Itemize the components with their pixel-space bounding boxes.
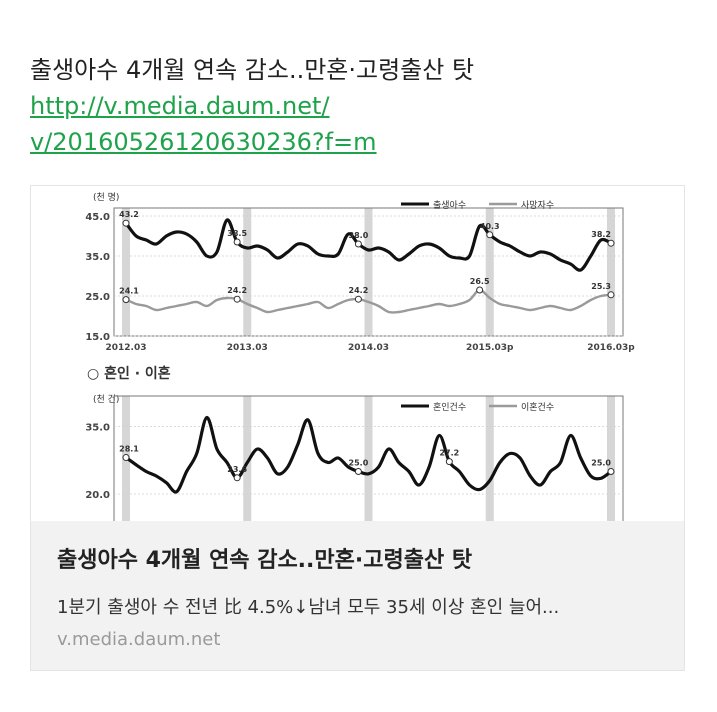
chart2-data-label: 25.0: [591, 459, 611, 468]
message-text: 출생아수 4개월 연속 감소..만혼·고령출산 탓: [30, 56, 475, 84]
chart2-shade-band-2: [364, 396, 373, 521]
chart1-legend-label-deaths: 사망자수: [521, 200, 554, 211]
chart1-y-tick-label: 45.0: [85, 212, 110, 223]
chart1-x-tick-label: 2016.03p: [587, 343, 635, 353]
chart1-unit: (천 명): [93, 192, 119, 203]
card-description: 1분기 출생아 수 전년 比 4.5%↓남녀 모두 35세 이상 혼인 늘어..…: [57, 597, 560, 618]
chart1-x-tick-label: 2015.03p: [466, 343, 514, 353]
chart1-x-tick-label: 2014.03: [348, 343, 389, 353]
link-line-1: http://v.media.daum.net/: [30, 92, 330, 120]
chart1-data-label: 24.1: [119, 287, 139, 296]
chart2-shade-band-1: [243, 396, 252, 521]
link-preview-card[interactable]: (천 명) 45.0 35.0 25.0 15.0 2012.03 2013.03 2014.…: [30, 185, 685, 671]
message-bubble: 출생아수 4개월 연속 감소..만혼·고령출산 탓 http://v.media…: [30, 52, 690, 160]
chart1-x-tick-label: 2013.03: [227, 343, 268, 353]
chart1-shade-band-0: [122, 208, 130, 336]
chart2-y-tick-label: 20.0: [85, 490, 110, 501]
chart1-point-marker: [607, 291, 615, 299]
chart2-point-marker: [122, 454, 130, 462]
chart2-y-tick-label: 35.0: [85, 423, 110, 434]
chart1-x-tick-label: 2012.03: [106, 343, 147, 353]
chart1-data-label: 40.3: [480, 222, 500, 231]
chart1-data-label: 26.5: [470, 277, 490, 286]
message-link[interactable]: http://v.media.daum.net/ v/2016052612063…: [30, 88, 690, 160]
chart1-shade-band-3: [485, 208, 494, 336]
chart1-series-line-births: [124, 218, 612, 272]
chart1-y-tick-label: 15.0: [85, 332, 110, 343]
chart1-frame: [113, 207, 624, 337]
chart1-shade-band-4: [607, 208, 615, 336]
card-title: 출생아수 4개월 연속 감소..만혼·고령출산 탓: [57, 548, 473, 573]
chart1-point-marker: [486, 231, 494, 239]
chart1-point-marker: [233, 238, 241, 246]
chart2-data-label: 23.6: [227, 465, 247, 474]
chart1-shade-band-1: [243, 208, 252, 336]
chart1-point-marker: [122, 296, 130, 304]
chart2-shade-band-4: [607, 396, 615, 521]
chart1-series-line-deaths: [125, 288, 612, 314]
chart1-data-label: 38.5: [227, 229, 247, 238]
chart2-data-label: 28.1: [119, 445, 139, 454]
chart2-legend-label-divorces: 이혼건수: [521, 401, 554, 413]
chart1-y-tick-label: 25.0: [85, 292, 110, 303]
chart1-shade-band-2: [364, 208, 373, 336]
chart2-data-label: 25.0: [349, 459, 369, 468]
chart2-legend-label-marriages: 혼인건수: [433, 401, 466, 413]
preview-image: (천 명) 45.0 35.0 25.0 15.0 2012.03 2013.03 2014.…: [31, 186, 684, 521]
chart2-point-marker: [445, 458, 453, 466]
chart1-data-label: 38.0: [349, 231, 369, 240]
chart1-point-marker: [354, 240, 362, 248]
chart1-data-label: 38.2: [591, 230, 611, 239]
chart2-point-marker: [233, 474, 241, 482]
chart2-series-line-marriages: [125, 415, 612, 494]
chart1-data-label: 25.3: [591, 282, 611, 291]
chart1-point-marker: [233, 295, 241, 303]
chart2-point-marker: [607, 468, 615, 475]
card-domain: v.media.daum.net: [57, 629, 221, 650]
chart1-point-marker: [476, 286, 484, 294]
chart2-section-label: ○ 혼인 · 이혼: [87, 365, 171, 382]
chart1-data-label: 24.2: [349, 286, 369, 295]
chart1-point-marker: [122, 219, 130, 227]
chart2-shade-band-3: [485, 396, 494, 521]
chart2-frame: [113, 395, 624, 521]
chart2-point-marker: [354, 468, 362, 475]
chart1-data-label: 24.2: [227, 286, 247, 295]
link-line-2: v/20160526120630236?f=m: [30, 128, 377, 156]
chart1-y-tick-label: 35.0: [85, 252, 110, 263]
chart1-point-marker: [607, 239, 615, 247]
chart1-point-marker: [354, 295, 362, 303]
chart2-data-label: 27.2: [439, 449, 459, 458]
chart1-legend-label-births: 출생아수: [433, 200, 466, 211]
chart1-data-label: 43.2: [119, 210, 139, 219]
chart2-unit: (천 건): [93, 394, 119, 405]
